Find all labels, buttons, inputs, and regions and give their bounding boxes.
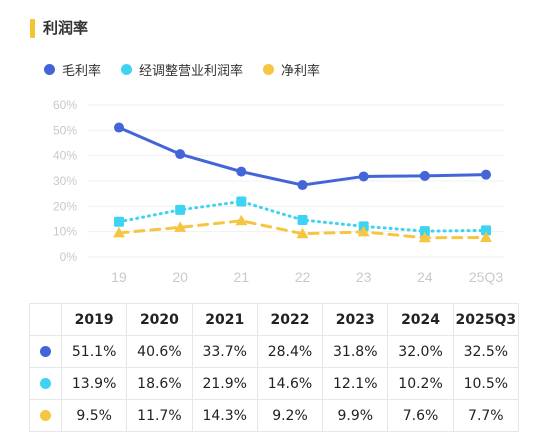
- data-point: [236, 196, 247, 207]
- table-cell: 9.9%: [322, 399, 389, 432]
- table-cell: 31.8%: [322, 335, 389, 368]
- legend-item-net: 净利率: [263, 60, 320, 79]
- data-point: [419, 226, 430, 237]
- y-tick-label: 0%: [60, 250, 78, 264]
- legend-label-gross: 毛利率: [62, 63, 102, 79]
- page-title: 利润率: [43, 19, 89, 37]
- table-cell: 18.6%: [126, 367, 193, 400]
- x-tick-label: 24: [417, 269, 433, 285]
- x-tick-label: 19: [111, 269, 127, 285]
- table-cell: 9.5%: [60, 399, 128, 432]
- data-point: [114, 122, 124, 133]
- data-point: [175, 204, 186, 215]
- x-tick-label: 22: [295, 269, 311, 285]
- table-cell: 10.5%: [452, 367, 520, 400]
- table-cell: 21.9%: [191, 367, 258, 400]
- table-cell: 7.6%: [387, 399, 454, 432]
- table-cell: 32.0%: [387, 335, 454, 368]
- legend-marker-gross: [44, 63, 55, 75]
- data-point: [236, 166, 247, 177]
- y-tick-label: 50%: [53, 123, 77, 137]
- table-corner-cell: [29, 303, 62, 336]
- legend-label-net: 净利率: [281, 63, 321, 79]
- table-cell: 14.3%: [191, 399, 258, 432]
- series-line-0: [117, 126, 488, 187]
- chart-legend: 毛利率 经调整营业利润率 净利率: [44, 60, 340, 79]
- table-header-cell: 2022: [256, 303, 324, 336]
- table-row: 9.5% 11.7% 14.3% 9.2% 9.9% 7.6% 7.7%: [29, 399, 520, 432]
- table-cell: 28.4%: [256, 335, 324, 368]
- row-marker-cell: [29, 367, 62, 400]
- data-point: [114, 216, 124, 227]
- data-point: [481, 169, 491, 180]
- x-tick-label: 25Q3: [469, 269, 503, 285]
- table-cell: 13.9%: [60, 367, 128, 400]
- data-point: [296, 227, 309, 239]
- data-point: [174, 221, 187, 232]
- title-accent-bar: [30, 19, 35, 38]
- table-cell: 33.7%: [191, 335, 258, 368]
- data-point: [480, 231, 492, 242]
- x-tick-label: 23: [356, 269, 372, 285]
- x-tick-label: 21: [234, 269, 250, 285]
- table-cell: 9.2%: [256, 399, 324, 432]
- y-tick-label: 20%: [53, 199, 77, 213]
- row-marker-net: [40, 410, 51, 421]
- table-cell: 11.7%: [126, 399, 193, 432]
- table-cell: 14.6%: [256, 367, 324, 400]
- y-tick-label: 10%: [53, 225, 77, 239]
- legend-item-gross: 毛利率: [44, 60, 101, 79]
- table-header-cell: 2023: [322, 303, 389, 336]
- legend-marker-adjusted: [121, 63, 133, 75]
- table-cell: 32.5%: [452, 335, 520, 368]
- data-point: [175, 149, 186, 160]
- row-marker-cell: [29, 399, 62, 432]
- y-tick-label: 40%: [53, 149, 77, 163]
- table-header-cell: 2025Q3: [452, 303, 520, 336]
- legend-item-adjusted: 经调整营业利润率: [121, 60, 243, 79]
- row-marker-cell: [29, 335, 62, 368]
- table-header-row: 2019 2020 2021 2022 2023 2024 2025Q3: [29, 303, 520, 336]
- table-cell: 12.1%: [322, 367, 389, 400]
- data-point: [113, 226, 125, 238]
- line-chart: 60% 50% 40% 30% 20% 10% 0% 19 20 21 22 23 24 25Q3: [53, 98, 505, 285]
- y-tick-label: 60%: [53, 98, 77, 112]
- table-header-cell: 2020: [126, 303, 193, 336]
- x-tick-label: 20: [172, 269, 188, 285]
- legend-marker-net: [263, 63, 275, 75]
- y-tick-label: 30%: [53, 174, 77, 188]
- row-marker-gross: [40, 346, 51, 357]
- data-point: [357, 225, 370, 237]
- table-cell: 7.7%: [452, 399, 520, 432]
- table-cell: 40.6%: [126, 335, 193, 368]
- table-header-cell: 2021: [191, 303, 258, 336]
- table-row: 13.9% 18.6% 21.9% 14.6% 12.1% 10.2% 10.5…: [29, 367, 520, 400]
- table-header-cell: 2019: [60, 303, 128, 336]
- table-cell: 10.2%: [387, 367, 454, 400]
- row-marker-adjusted: [40, 378, 51, 389]
- data-point: [481, 225, 491, 236]
- data-point: [419, 170, 430, 181]
- data-point: [297, 180, 308, 191]
- data-point: [235, 214, 248, 226]
- data-table: 2019 2020 2021 2022 2023 2024 2025Q3 51.…: [29, 303, 520, 432]
- data-point: [297, 215, 308, 226]
- data-point: [358, 171, 369, 182]
- table-cell: 51.1%: [60, 335, 128, 368]
- table-header-cell: 2024: [387, 303, 454, 336]
- legend-label-adjusted: 经调整营业利润率: [139, 63, 244, 79]
- table-row: 51.1% 40.6% 33.7% 28.4% 31.8% 32.0% 32.5…: [29, 335, 520, 368]
- data-point: [418, 231, 431, 243]
